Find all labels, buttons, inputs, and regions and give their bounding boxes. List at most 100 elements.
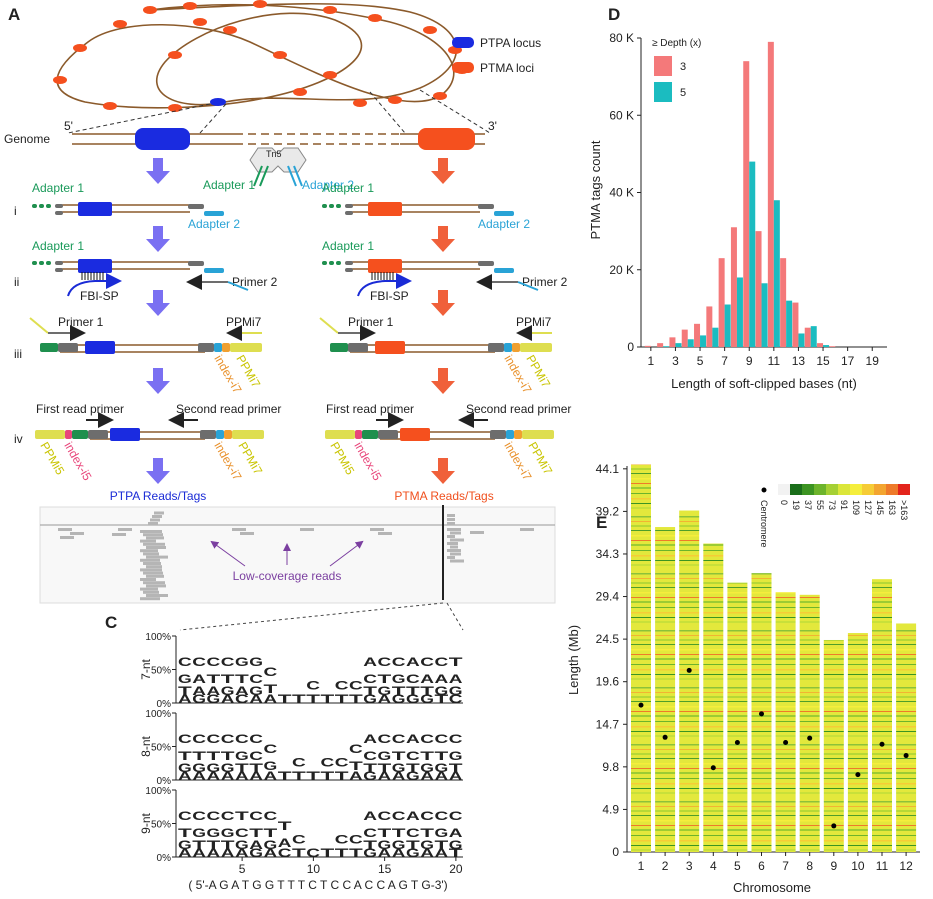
construct-label: Adapter 1	[322, 239, 374, 253]
logo-letter: A	[264, 692, 278, 706]
logo-letter: T	[221, 672, 236, 686]
colorbar-label: 109	[851, 500, 861, 515]
zoom-line	[199, 103, 227, 134]
read	[450, 545, 458, 549]
legend-swatch	[452, 37, 474, 48]
logo-letter: T	[207, 749, 222, 763]
read	[140, 539, 156, 543]
flow-arrow	[431, 226, 455, 252]
construct-segment	[488, 343, 504, 352]
y-tick-label: 50%	[151, 743, 171, 754]
bar	[669, 337, 676, 347]
logo-letter: T	[292, 769, 307, 783]
legend-label: 3	[680, 61, 686, 73]
construct-label: PPMi7	[516, 315, 552, 329]
logo-letter: T	[306, 692, 321, 706]
track-title: PTPA Reads/Tags	[110, 489, 207, 503]
logo-letter: T	[249, 761, 264, 775]
bar	[786, 300, 793, 347]
construct-segment	[32, 261, 37, 265]
logo-letter: T	[178, 684, 193, 698]
logo-letter: C	[420, 809, 434, 823]
logo-letter: C	[207, 655, 221, 669]
logo-letter: C	[363, 672, 377, 686]
logo-letter: G	[207, 826, 221, 840]
logo-letter: C	[192, 809, 206, 823]
logo-letter: C	[192, 655, 206, 669]
read	[232, 528, 246, 531]
logo-letter: C	[221, 809, 235, 823]
sequence-logos: 100%50%0%7-ntATGCGAACGATCAGTCCATGAGCGATC…	[139, 632, 464, 876]
construct-segment	[494, 268, 514, 273]
logo-letter: A	[420, 846, 434, 860]
construct-label: PPMi7	[226, 315, 262, 329]
construct-label: Adapter 1	[32, 181, 84, 195]
logo-letter: T	[221, 838, 236, 852]
row-label: 7-nt	[139, 659, 153, 680]
read	[450, 559, 464, 563]
centromere-key	[761, 487, 767, 493]
construct-segment	[230, 343, 262, 352]
construct-segment	[329, 261, 334, 265]
bar	[681, 329, 688, 347]
logo-letter: C	[221, 655, 235, 669]
x-tick-label: 5	[734, 859, 741, 873]
row-label: 8-nt	[139, 736, 153, 757]
x-tick-label: 15	[378, 862, 392, 876]
tn5-label: Tn5	[266, 149, 282, 159]
y-tick-label: 0	[627, 340, 634, 354]
x-axis-label: Chromosome	[733, 880, 811, 895]
logo-letter: A	[349, 769, 363, 783]
centromere	[855, 772, 861, 778]
logo-letter: T	[278, 819, 293, 833]
logo-letter: A	[192, 672, 206, 686]
logo-letter: T	[378, 672, 393, 686]
logo-letter: G	[406, 846, 420, 860]
logo-letter: G	[435, 826, 449, 840]
colorbar-cell	[790, 484, 802, 495]
bar	[718, 258, 725, 347]
logo-letter: A	[378, 769, 392, 783]
construct-segment	[345, 261, 353, 265]
ptma-locus-icon	[73, 44, 87, 52]
read	[112, 533, 126, 536]
colorbar-label: 55	[815, 500, 825, 510]
logo-letter: C	[178, 655, 192, 669]
construct-segment	[400, 428, 430, 441]
legend-title: ≥ Depth (x)	[652, 38, 701, 49]
x-tick-label: 11	[876, 859, 889, 873]
step-label: iv	[14, 432, 23, 446]
construct-segment	[478, 204, 494, 209]
reference-sequence: ( 5'-A G A T G G T T T C T C C A C C A G…	[188, 878, 447, 892]
colorbar-label: >163	[899, 500, 909, 520]
logo-letter: G	[221, 826, 235, 840]
logo-letter: C	[264, 742, 278, 756]
annotation-arrow	[210, 540, 246, 567]
logo-letter: A	[207, 769, 221, 783]
bar	[792, 302, 799, 347]
y-tick-label: 0%	[157, 853, 172, 864]
read	[143, 581, 165, 585]
construct-segment	[46, 261, 51, 265]
logo-letter: G	[235, 655, 249, 669]
logo-letter: T	[278, 692, 293, 706]
logo-letter: T	[335, 692, 350, 706]
read	[140, 587, 158, 591]
x-tick-label: 1	[638, 859, 645, 873]
x-tick-label: 9	[830, 859, 837, 873]
y-tick-label: 50%	[151, 666, 171, 677]
read	[447, 514, 455, 517]
logo-letter: C	[363, 826, 377, 840]
legend-label: PTPA locus	[480, 36, 541, 50]
logo-letter: T	[292, 692, 307, 706]
logo-letter: C	[207, 732, 221, 746]
logo-letter: T	[406, 838, 421, 852]
logo-letter: C	[264, 809, 278, 823]
x-tick-label: 3	[672, 354, 679, 368]
ptma-locus-icon	[323, 6, 337, 14]
read	[378, 532, 392, 535]
logo-letter: A	[264, 846, 278, 860]
construct-segment	[222, 343, 230, 352]
logo-letter: C	[363, 749, 377, 763]
read	[143, 542, 165, 546]
